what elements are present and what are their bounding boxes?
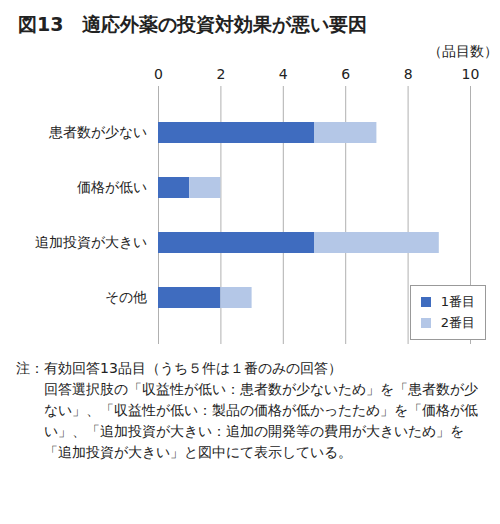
svg-text:2: 2 [216,66,225,82]
html-text:回答選択肢の「収益性が低い：患者数が少ないため」を「患者数が: 回答選択肢の「収益性が低い：患者数が少ないため」を「患者数が少ない」、「収益性が… [44,381,478,460]
html-text:図13 適応外薬の投資対効果が悪い要因: 図13 適応外薬の投資対効果が悪い要因 [18,13,368,35]
html-text:注：有効回答13品目（うち５件は１番のみの回答）: 注：有効回答13品目（うち５件は１番のみの回答） [16,360,342,376]
svg-text:その他: その他 [105,289,147,305]
svg-text:0: 0 [154,66,163,82]
svg-text:8: 8 [404,66,413,82]
html-text:1番目: 1番目 [440,294,475,309]
svg-text:追加投資が大きい: 追加投資が大きい [35,234,147,250]
svg-text:価格が低い: 価格が低い [77,179,147,195]
svg-text:6: 6 [341,66,350,82]
svg-text:患者数が少ない: 患者数が少ない [48,124,147,140]
svg-text:（品目数）: （品目数） [428,43,498,59]
html-text:2番目: 2番目 [440,315,475,330]
svg-text:10: 10 [462,66,480,82]
svg-text:4: 4 [279,66,288,82]
